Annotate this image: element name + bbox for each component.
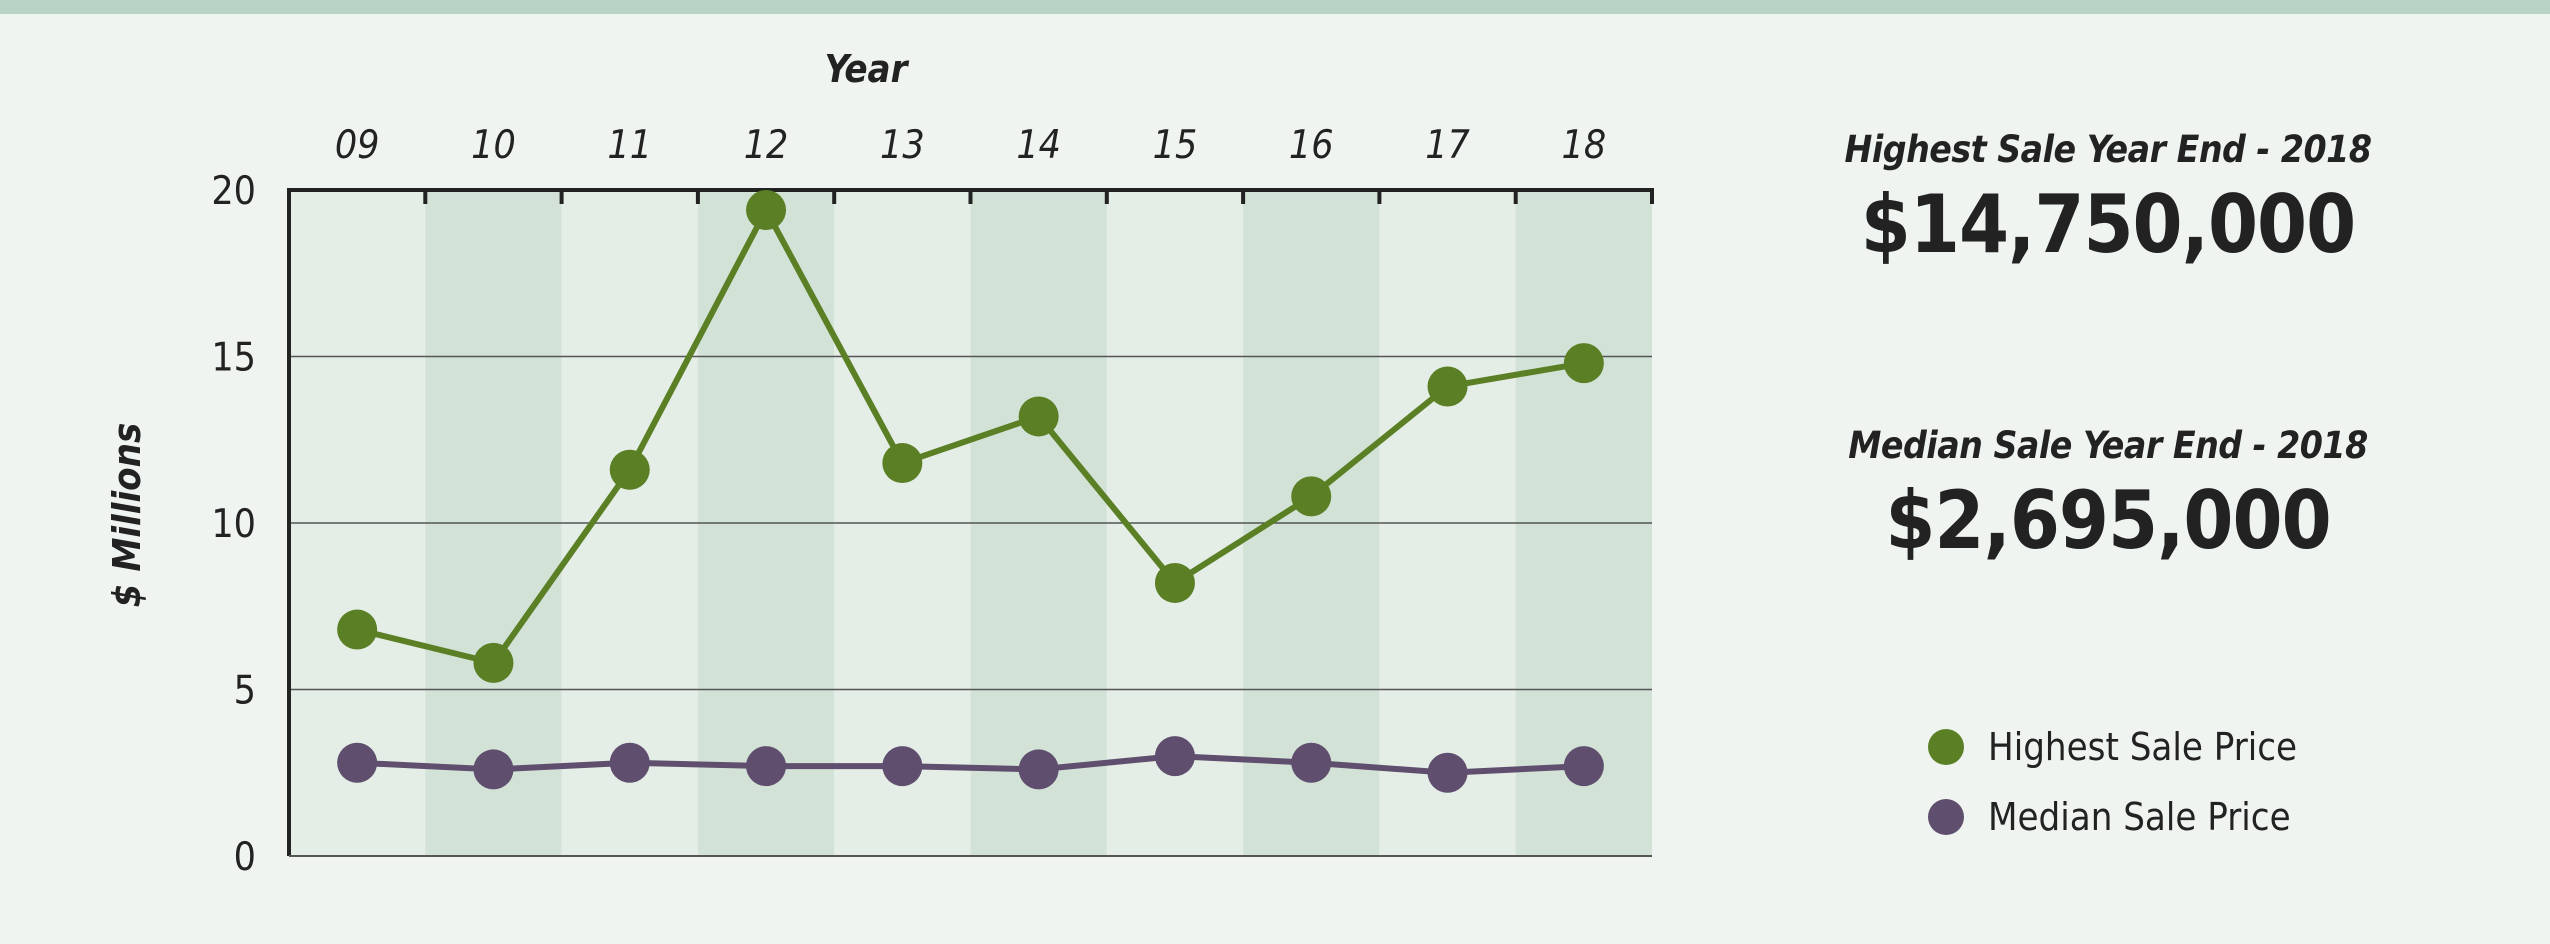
x-tick-label-15: 15 (1153, 123, 1198, 168)
legend-label-median: Median Sale Price (1988, 795, 2291, 839)
data-point-median-sale-price-16 (1291, 742, 1332, 783)
data-point-median-sale-price-18 (1563, 746, 1604, 787)
y-tick-label-15: 15 (211, 336, 256, 381)
y-tick-label-20: 20 (211, 169, 256, 214)
legend-label-highest: Highest Sale Price (1988, 725, 2298, 769)
x-tick-label-11: 11 (607, 123, 652, 168)
series-line-median-sale-price (357, 753, 1584, 776)
data-point-highest-sale-price-09 (337, 609, 378, 650)
median-sale-label: Median Sale Year End - 2018 (1848, 424, 2368, 467)
top-accent-bar (0, 0, 2550, 14)
x-tick-label-12: 12 (744, 123, 789, 168)
median-sale-value: $2,695,000 (1885, 474, 2331, 567)
legend-item-highest: Highest Sale Price (1928, 722, 2297, 772)
y-tick-label-10: 10 (211, 502, 256, 547)
data-point-highest-sale-price-11 (609, 449, 650, 490)
highest-sale-value: $14,750,000 (1860, 178, 2356, 271)
x-tick-label-17: 17 (1425, 123, 1470, 168)
legend-item-median: Median Sale Price (1928, 792, 2291, 842)
y-tick-label-0: 0 (234, 835, 256, 880)
data-point-highest-sale-price-18 (1563, 343, 1604, 384)
x-axis-title: Year (825, 47, 910, 91)
data-point-highest-sale-price-16 (1291, 476, 1332, 517)
data-point-median-sale-price-09 (337, 742, 378, 783)
data-point-highest-sale-price-13 (882, 443, 923, 484)
series-group (337, 189, 1604, 793)
axes (287, 188, 1654, 857)
data-point-median-sale-price-15 (1154, 736, 1195, 777)
series-line-highest-sale-price (356, 206, 1585, 666)
x-tick-label-09: 09 (335, 123, 380, 168)
data-point-median-sale-price-10 (473, 749, 514, 790)
x-tick-label-10: 10 (471, 123, 516, 168)
x-tick-label-14: 14 (1016, 123, 1061, 168)
y-tick-labels: 0 5 10 15 20 (211, 169, 256, 880)
y-tick-label-5: 5 (234, 669, 256, 714)
legend-marker-highest (1928, 729, 1964, 765)
gridlines (289, 355, 1652, 691)
data-point-highest-sale-price-17 (1427, 366, 1468, 407)
data-point-median-sale-price-14 (1018, 749, 1059, 790)
data-point-median-sale-price-13 (882, 746, 923, 787)
data-point-median-sale-price-12 (746, 746, 787, 787)
x-tick-label-18: 18 (1562, 123, 1607, 168)
data-point-highest-sale-price-14 (1018, 396, 1059, 437)
x-tick-label-13: 13 (880, 123, 925, 168)
highest-sale-label: Highest Sale Year End - 2018 (1844, 128, 2372, 171)
x-tick-labels: 09 10 11 12 13 14 15 16 17 18 (335, 123, 1606, 168)
y-axis-title: $ Millions (105, 423, 149, 608)
x-tick-label-16: 16 (1289, 123, 1334, 168)
data-point-highest-sale-price-15 (1154, 562, 1195, 603)
data-point-highest-sale-price-12 (746, 189, 787, 230)
legend-marker-median (1928, 799, 1964, 835)
data-point-median-sale-price-17 (1427, 752, 1468, 793)
data-point-median-sale-price-11 (609, 742, 650, 783)
data-point-highest-sale-price-10 (473, 642, 514, 683)
